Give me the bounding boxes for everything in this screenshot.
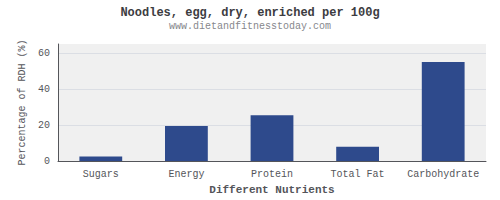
svg-text:0: 0 [44,156,50,167]
svg-text:Protein: Protein [251,169,293,180]
svg-text:www.dietandfitnesstoday.com: www.dietandfitnesstoday.com [169,21,331,32]
svg-text:Noodles, egg, dry, enriched pe: Noodles, egg, dry, enriched per 100g [120,6,379,20]
svg-text:40: 40 [38,84,50,95]
svg-text:Different Nutrients: Different Nutrients [209,184,334,196]
svg-text:20: 20 [38,120,50,131]
svg-text:60: 60 [38,48,50,59]
svg-text:Percentage of RDH (%): Percentage of RDH (%) [17,40,28,166]
svg-text:Total Fat: Total Fat [331,169,385,180]
svg-text:Carbohydrate: Carbohydrate [407,169,479,180]
svg-text:Sugars: Sugars [83,169,119,180]
svg-text:Energy: Energy [168,169,204,180]
